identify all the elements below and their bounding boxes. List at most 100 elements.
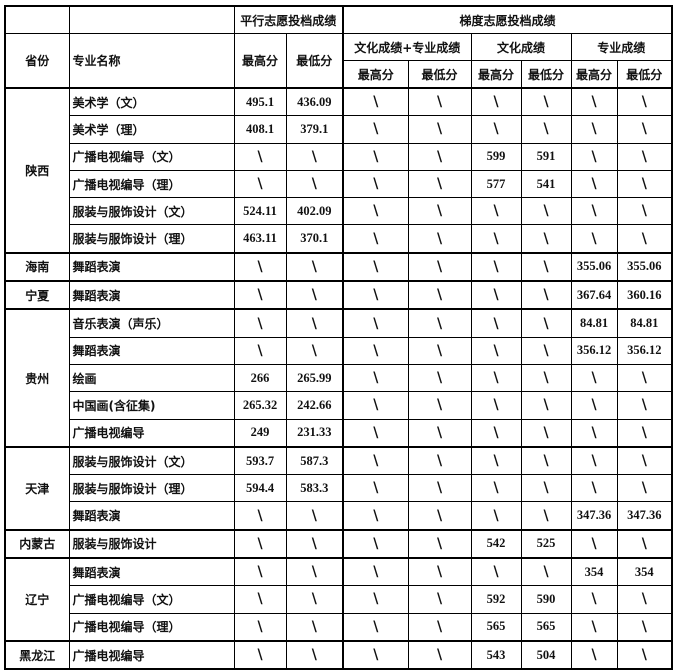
score-cell: \ xyxy=(342,418,409,448)
score-cell: 84.81 xyxy=(570,308,618,338)
cpm-max-header: 最高分 xyxy=(342,60,409,89)
score-cell: 495.1 xyxy=(233,87,287,117)
score-cell: \ xyxy=(520,224,572,254)
major-cell: 服装与服饰设计（文） xyxy=(68,197,235,226)
score-cell: \ xyxy=(407,115,472,144)
score-cell: \ xyxy=(616,197,673,226)
major-cell: 舞蹈表演 xyxy=(68,280,235,310)
score-cell: \ xyxy=(470,418,522,448)
province-cell: 陕西 xyxy=(4,87,70,254)
major-cell: 美术学（理） xyxy=(68,115,235,144)
score-cell: \ xyxy=(233,280,287,310)
score-cell: 354 xyxy=(570,557,618,587)
score-cell: 356.12 xyxy=(616,336,673,365)
province-cell: 宁夏 xyxy=(4,280,70,310)
major-cell: 舞蹈表演 xyxy=(68,336,235,365)
score-cell: \ xyxy=(342,336,409,365)
score-cell: 524.11 xyxy=(233,197,287,226)
score-cell: \ xyxy=(342,501,409,531)
major-cell: 服装与服饰设计（文） xyxy=(68,445,235,476)
score-cell: \ xyxy=(520,308,572,338)
major-cell: 服装与服饰设计（理） xyxy=(68,474,235,503)
score-cell: \ xyxy=(470,115,522,144)
province-cell: 内蒙古 xyxy=(4,528,70,559)
score-cell: \ xyxy=(285,336,345,365)
score-cell: \ xyxy=(520,363,572,393)
score-cell: \ xyxy=(342,251,409,282)
score-cell: \ xyxy=(616,528,673,559)
score-cell: \ xyxy=(470,557,522,587)
score-cell: \ xyxy=(470,280,522,310)
score-cell: 370.1 xyxy=(285,224,345,254)
table-row: 广播电视编导（文） \ \ \ \ 592 590 \ \ xyxy=(5,585,673,614)
culture-max-header: 最高分 xyxy=(470,60,522,89)
score-cell: \ xyxy=(285,612,345,642)
table-row: 辽宁 舞蹈表演 \ \ \ \ \ \ 354 354 xyxy=(4,557,673,642)
score-cell: \ xyxy=(233,336,287,365)
table-row: 贵州 音乐表演（声乐） \ \ \ \ \ \ 84.81 84.81 xyxy=(4,308,673,448)
score-cell: \ xyxy=(570,528,618,559)
score-cell: \ xyxy=(520,251,572,282)
score-cell: 593.7 xyxy=(233,445,287,476)
province-cell: 黑龙江 xyxy=(4,639,70,670)
score-cell: \ xyxy=(570,169,618,199)
major-score-header: 专业成绩 xyxy=(570,33,673,61)
score-cell: \ xyxy=(570,639,618,670)
score-cell: \ xyxy=(616,474,673,503)
table-row: 广播电视编导 249 231.33 \ \ \ \ \ \ xyxy=(5,418,673,448)
score-cell: \ xyxy=(233,308,287,338)
score-cell: \ xyxy=(233,557,287,587)
score-cell: \ xyxy=(342,224,409,254)
score-cell: 436.09 xyxy=(285,87,345,117)
admission-score-table: 平行志愿投档成绩 梯度志愿投档成绩 省份 专业名称 最高分 最低分 文化成绩+专… xyxy=(4,5,674,671)
score-cell: \ xyxy=(285,639,345,670)
table-row: 服装与服饰设计（文） 524.11 402.09 \ \ \ \ \ \ xyxy=(5,197,673,226)
score-cell: \ xyxy=(342,280,409,310)
score-cell: 265.99 xyxy=(285,363,345,393)
score-cell: \ xyxy=(342,445,409,476)
score-cell: \ xyxy=(407,418,472,448)
score-cell: \ xyxy=(520,197,572,226)
table-row: 宁夏 舞蹈表演 \ \ \ \ \ \ 367.64 360.16 xyxy=(4,280,673,310)
province-cell: 海南 xyxy=(4,251,70,282)
score-cell: 541 xyxy=(520,169,572,199)
score-cell: \ xyxy=(570,115,618,144)
score-cell: 355.06 xyxy=(570,251,618,282)
score-cell: 265.32 xyxy=(233,391,287,420)
score-cell: \ xyxy=(407,474,472,503)
score-cell: \ xyxy=(233,639,287,670)
score-cell: \ xyxy=(520,115,572,144)
major-cell: 广播电视编导（理） xyxy=(68,169,235,199)
score-cell: \ xyxy=(407,224,472,254)
score-cell: \ xyxy=(285,142,345,171)
score-cell: \ xyxy=(570,612,618,642)
table-row: 广播电视编导（理） \ \ \ \ 565 565 \ \ xyxy=(5,612,673,642)
score-cell: 231.33 xyxy=(285,418,345,448)
score-cell: \ xyxy=(616,418,673,448)
parallel-min-header: 最低分 xyxy=(285,33,345,89)
score-cell: \ xyxy=(407,445,472,476)
score-cell: \ xyxy=(470,501,522,531)
table-row: 天津 服装与服饰设计（文） 593.7 587.3 \ \ \ \ \ \ xyxy=(4,445,673,531)
score-cell: \ xyxy=(342,585,409,614)
score-cell: \ xyxy=(470,445,522,476)
score-cell: \ xyxy=(616,612,673,642)
province-cell: 天津 xyxy=(4,445,70,531)
major-cell: 广播电视编导 xyxy=(68,418,235,448)
score-cell: \ xyxy=(520,474,572,503)
table-row: 舞蹈表演 \ \ \ \ \ \ 356.12 356.12 xyxy=(5,336,673,365)
score-cell: 347.36 xyxy=(616,501,673,531)
score-cell: 242.66 xyxy=(285,391,345,420)
table-row: 广播电视编导（理） \ \ \ \ 577 541 \ \ xyxy=(5,169,673,199)
score-cell: \ xyxy=(470,87,522,117)
score-cell: \ xyxy=(520,418,572,448)
score-cell: 266 xyxy=(233,363,287,393)
score-cell: 402.09 xyxy=(285,197,345,226)
score-cell: \ xyxy=(342,639,409,670)
score-cell: \ xyxy=(520,391,572,420)
table-row: 服装与服饰设计（理） 463.11 370.1 \ \ \ \ \ \ xyxy=(5,224,673,254)
score-cell: \ xyxy=(233,142,287,171)
score-cell: 360.16 xyxy=(616,280,673,310)
score-cell: \ xyxy=(407,639,472,670)
score-cell: 565 xyxy=(470,612,522,642)
